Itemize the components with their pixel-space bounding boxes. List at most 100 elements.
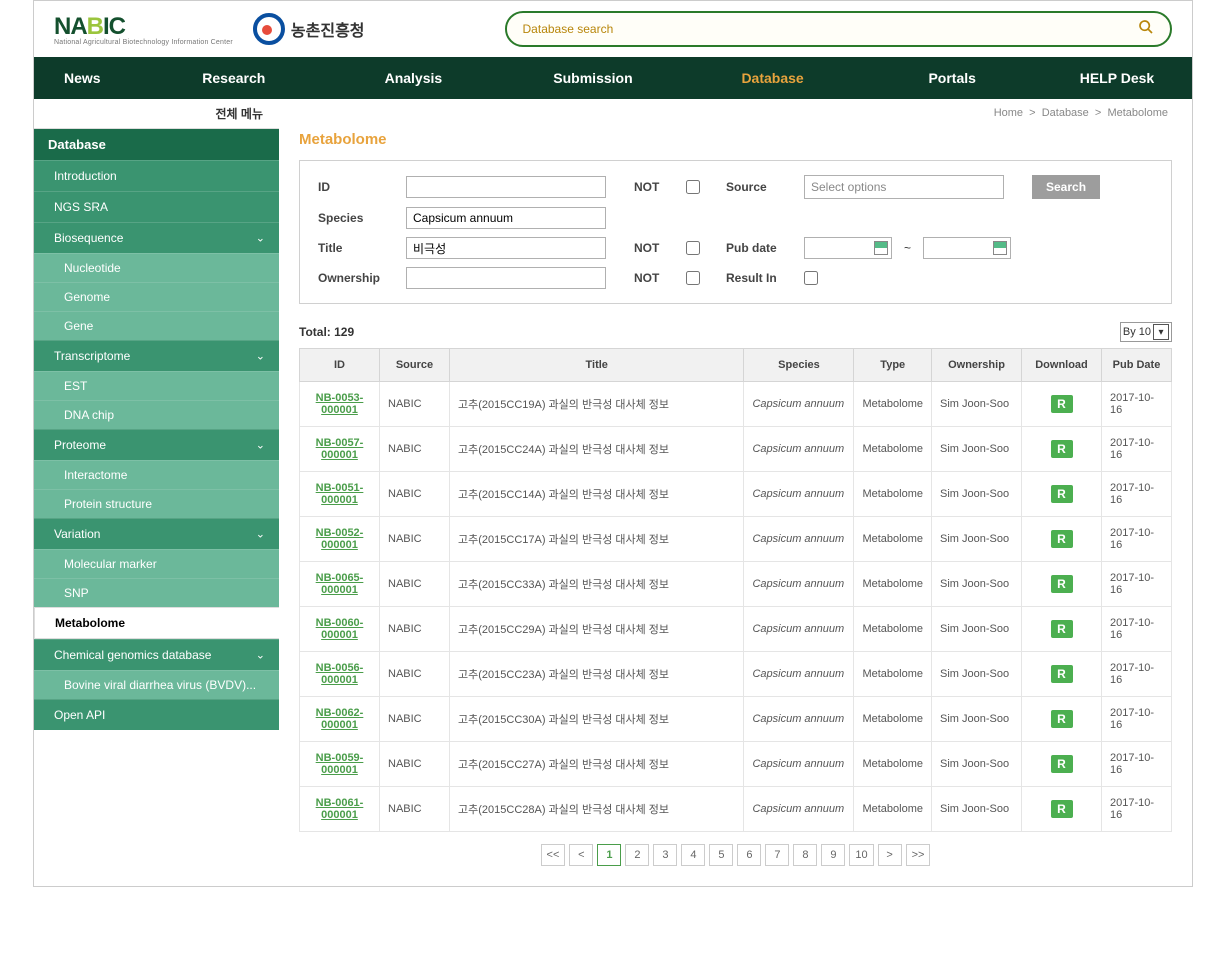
sidebar-item-chemical-genomics-database[interactable]: Chemical genomics database⌄ — [34, 639, 279, 670]
calendar-icon — [993, 241, 1007, 255]
download-button[interactable]: R — [1051, 710, 1073, 728]
row-id-link[interactable]: NB-0053-000001 — [308, 392, 371, 416]
row-id-link[interactable]: NB-0052-000001 — [308, 527, 371, 551]
pager-page-6[interactable]: 6 — [737, 844, 761, 866]
breadcrumb-part[interactable]: Home — [994, 107, 1023, 119]
input-id[interactable] — [406, 176, 606, 198]
sidebar-item-genome[interactable]: Genome — [34, 282, 279, 311]
checkbox-not-id[interactable] — [686, 180, 700, 194]
download-button[interactable]: R — [1051, 665, 1073, 683]
row-id-link[interactable]: NB-0057-000001 — [308, 437, 371, 461]
sidebar-item-dna-chip[interactable]: DNA chip — [34, 400, 279, 429]
sidebar-item-gene[interactable]: Gene — [34, 311, 279, 340]
sidebar-item-open-api[interactable]: Open API — [34, 699, 279, 730]
sidebar-item-est[interactable]: EST — [34, 371, 279, 400]
sidebar-item-label: NGS SRA — [54, 200, 108, 214]
tilde: ~ — [900, 241, 915, 255]
row-title: 고추(2015CC24A) 과실의 반극성 대사체 정보 — [450, 427, 744, 472]
sidebar-item-snp[interactable]: SNP — [34, 578, 279, 607]
page-size-select[interactable]: By 10 ▾ — [1120, 322, 1172, 342]
sidebar-item-ngs-sra[interactable]: NGS SRA — [34, 191, 279, 222]
select-source[interactable]: Select options — [804, 175, 1004, 199]
pager-next[interactable]: > — [878, 844, 902, 866]
topnav-item-research[interactable]: Research — [144, 70, 324, 86]
topnav-item-analysis[interactable]: Analysis — [324, 70, 504, 86]
row-source: NABIC — [380, 562, 450, 607]
sidebar-full-menu[interactable]: 전체 메뉴 — [34, 99, 279, 129]
pager-page-5[interactable]: 5 — [709, 844, 733, 866]
breadcrumb-part[interactable]: Database — [1042, 107, 1089, 119]
download-button[interactable]: R — [1051, 485, 1073, 503]
global-search-input[interactable] — [523, 22, 1138, 36]
total-count: Total: 129 — [299, 325, 354, 339]
download-button[interactable]: R — [1051, 575, 1073, 593]
pager-last[interactable]: >> — [906, 844, 931, 866]
column-header-source[interactable]: Source — [380, 349, 450, 382]
column-header-pub-date[interactable]: Pub Date — [1102, 349, 1172, 382]
pager-first[interactable]: << — [541, 844, 566, 866]
sidebar-item-transcriptome[interactable]: Transcriptome⌄ — [34, 340, 279, 371]
row-id-link[interactable]: NB-0062-000001 — [308, 707, 371, 731]
column-header-ownership[interactable]: Ownership — [932, 349, 1022, 382]
column-header-type[interactable]: Type — [854, 349, 932, 382]
input-pubdate-from[interactable] — [804, 237, 892, 259]
sidebar-header[interactable]: Database — [34, 129, 279, 160]
topnav-item-database[interactable]: Database — [683, 70, 863, 86]
row-id-link[interactable]: NB-0060-000001 — [308, 617, 371, 641]
pager-page-8[interactable]: 8 — [793, 844, 817, 866]
input-ownership[interactable] — [406, 267, 606, 289]
checkbox-not-ownership[interactable] — [686, 271, 700, 285]
sidebar-item-bovine-viral-diarrhea-virus-bvdv[interactable]: Bovine viral diarrhea virus (BVDV)... — [34, 670, 279, 699]
column-header-id[interactable]: ID — [300, 349, 380, 382]
download-button[interactable]: R — [1051, 440, 1073, 458]
sidebar-item-variation[interactable]: Variation⌄ — [34, 518, 279, 549]
checkbox-result-in[interactable] — [804, 271, 818, 285]
download-button[interactable]: R — [1051, 395, 1073, 413]
search-button[interactable]: Search — [1032, 175, 1100, 199]
sidebar-item-interactome[interactable]: Interactome — [34, 460, 279, 489]
topnav-item-news[interactable]: News — [34, 70, 144, 86]
sidebar-item-introduction[interactable]: Introduction — [34, 160, 279, 191]
checkbox-not-title[interactable] — [686, 241, 700, 255]
column-header-species[interactable]: Species — [744, 349, 854, 382]
sidebar-item-molecular-marker[interactable]: Molecular marker — [34, 549, 279, 578]
pager-page-7[interactable]: 7 — [765, 844, 789, 866]
row-id-link[interactable]: NB-0065-000001 — [308, 572, 371, 596]
chevron-down-icon: ⌄ — [256, 232, 265, 245]
download-button[interactable]: R — [1051, 620, 1073, 638]
row-id-link[interactable]: NB-0051-000001 — [308, 482, 371, 506]
input-pubdate-to[interactable] — [923, 237, 1011, 259]
global-search-button[interactable] — [1138, 19, 1154, 40]
nabic-logo[interactable]: NABIC National Agricultural Biotechnolog… — [54, 13, 233, 46]
input-title[interactable] — [406, 237, 606, 259]
pager-page-1[interactable]: 1 — [597, 844, 621, 866]
topnav-item-submission[interactable]: Submission — [503, 70, 683, 86]
sidebar-item-protein-structure[interactable]: Protein structure — [34, 489, 279, 518]
breadcrumb-part[interactable]: Metabolome — [1107, 107, 1168, 119]
row-id-link[interactable]: NB-0056-000001 — [308, 662, 371, 686]
download-button[interactable]: R — [1051, 530, 1073, 548]
table-row: NB-0065-000001NABIC고추(2015CC33A) 과실의 반극성… — [300, 562, 1172, 607]
sidebar-item-biosequence[interactable]: Biosequence⌄ — [34, 222, 279, 253]
sidebar-item-nucleotide[interactable]: Nucleotide — [34, 253, 279, 282]
label-ownership: Ownership — [318, 271, 398, 285]
row-id-link[interactable]: NB-0059-000001 — [308, 752, 371, 776]
pager-page-10[interactable]: 10 — [849, 844, 873, 866]
pager-page-2[interactable]: 2 — [625, 844, 649, 866]
calendar-icon — [874, 241, 888, 255]
pager-page-3[interactable]: 3 — [653, 844, 677, 866]
download-button[interactable]: R — [1051, 800, 1073, 818]
rda-logo[interactable]: 농촌진흥청 — [253, 13, 365, 45]
pager-page-4[interactable]: 4 — [681, 844, 705, 866]
row-id-link[interactable]: NB-0061-000001 — [308, 797, 371, 821]
column-header-title[interactable]: Title — [450, 349, 744, 382]
pager-prev[interactable]: < — [569, 844, 593, 866]
sidebar-item-metabolome[interactable]: Metabolome — [34, 607, 279, 639]
topnav-item-help-desk[interactable]: HELP Desk — [1042, 70, 1192, 86]
download-button[interactable]: R — [1051, 755, 1073, 773]
input-species[interactable] — [406, 207, 606, 229]
column-header-download[interactable]: Download — [1022, 349, 1102, 382]
sidebar-item-proteome[interactable]: Proteome⌄ — [34, 429, 279, 460]
pager-page-9[interactable]: 9 — [821, 844, 845, 866]
topnav-item-portals[interactable]: Portals — [862, 70, 1042, 86]
